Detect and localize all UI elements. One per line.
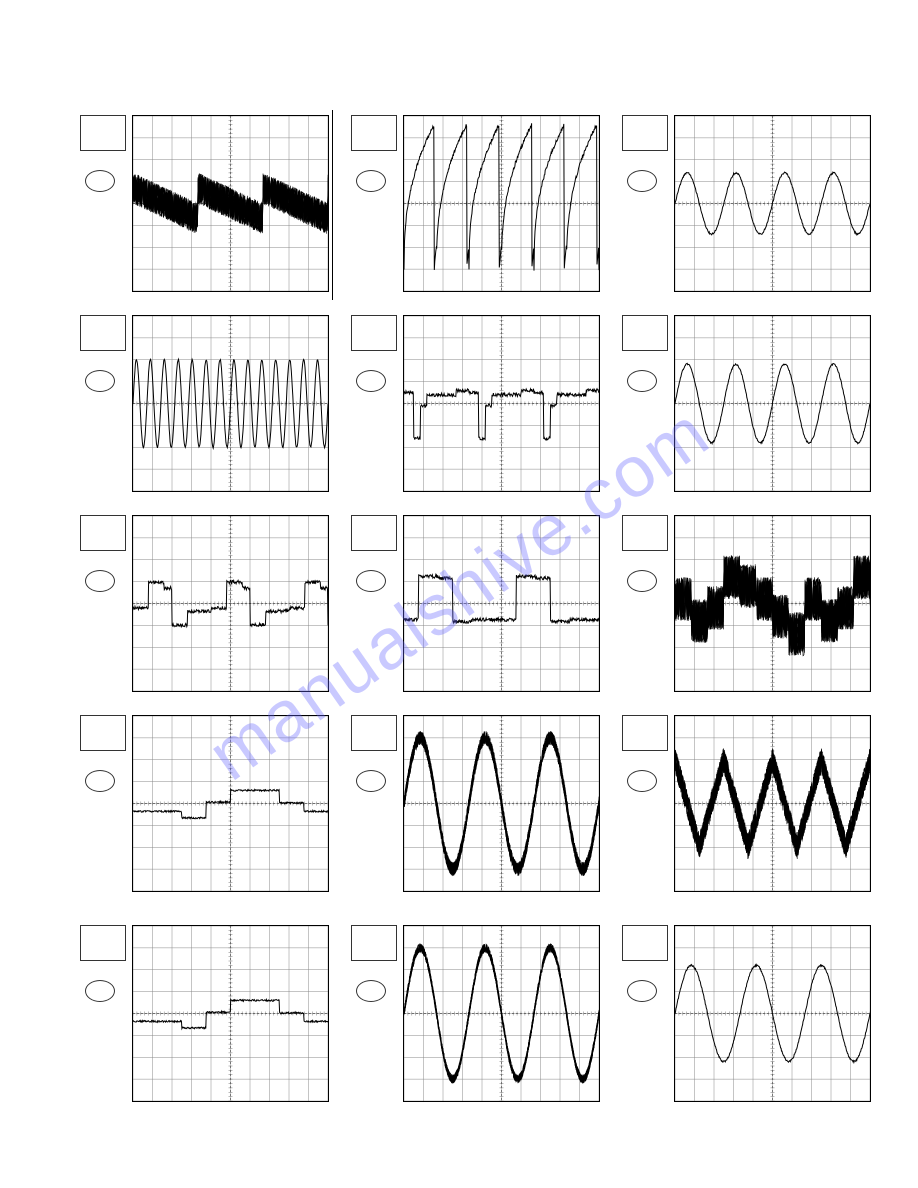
scope-cell-r5c2	[351, 925, 616, 1110]
scope-circle-marker	[356, 170, 386, 192]
scope-display	[132, 925, 329, 1102]
scope-label-box	[351, 315, 397, 351]
scope-circle-marker	[356, 770, 386, 792]
scope-cell-r1c1	[80, 115, 345, 300]
scope-label-box	[351, 925, 397, 961]
scope-cell-r1c2	[351, 115, 616, 300]
scope-display	[403, 115, 600, 292]
scope-display	[403, 315, 600, 492]
scope-circle-marker	[356, 370, 386, 392]
scope-label-box	[622, 315, 668, 351]
scope-label-box	[80, 715, 126, 751]
scope-circle-marker	[356, 570, 386, 592]
scope-circle-marker	[85, 770, 115, 792]
scope-label-box	[351, 715, 397, 751]
scope-cell-r2c1	[80, 315, 345, 500]
scope-circle-marker	[85, 570, 115, 592]
scope-display	[674, 515, 871, 692]
scope-circle-marker	[85, 370, 115, 392]
scope-display	[403, 925, 600, 1102]
scope-grid	[80, 115, 887, 1125]
scope-cell-r4c1	[80, 715, 345, 900]
scope-circle-marker	[627, 370, 657, 392]
scope-label-box	[622, 925, 668, 961]
scope-display	[403, 515, 600, 692]
scope-label-box	[351, 115, 397, 151]
scope-cell-r5c1	[80, 925, 345, 1110]
scope-cell-r3c3	[622, 515, 887, 700]
scope-label-box	[80, 925, 126, 961]
scope-display	[674, 315, 871, 492]
scope-cell-r2c2	[351, 315, 616, 500]
scope-label-box	[622, 715, 668, 751]
scope-cell-r1c3	[622, 115, 887, 300]
scope-cell-r3c1	[80, 515, 345, 700]
scope-display	[132, 115, 329, 292]
scope-display	[674, 925, 871, 1102]
scope-label-box	[622, 115, 668, 151]
scope-label-box	[80, 115, 126, 151]
scope-display	[132, 315, 329, 492]
scope-cell-r4c3	[622, 715, 887, 900]
scope-cell-r5c3	[622, 925, 887, 1110]
scope-cell-r3c2	[351, 515, 616, 700]
scope-cell-r2c3	[622, 315, 887, 500]
scope-display	[674, 115, 871, 292]
scope-circle-marker	[356, 980, 386, 1002]
scope-circle-marker	[627, 570, 657, 592]
scope-circle-marker	[85, 170, 115, 192]
scope-label-box	[80, 315, 126, 351]
scope-circle-marker	[627, 170, 657, 192]
scope-label-box	[80, 515, 126, 551]
scope-display	[132, 515, 329, 692]
scope-label-box	[351, 515, 397, 551]
scope-label-box	[622, 515, 668, 551]
scope-cell-r4c2	[351, 715, 616, 900]
scope-display	[674, 715, 871, 892]
scope-display	[403, 715, 600, 892]
scope-circle-marker	[85, 980, 115, 1002]
page: manualshive.com	[0, 0, 918, 1188]
scope-circle-marker	[627, 980, 657, 1002]
scope-circle-marker	[627, 770, 657, 792]
scope-display	[132, 715, 329, 892]
